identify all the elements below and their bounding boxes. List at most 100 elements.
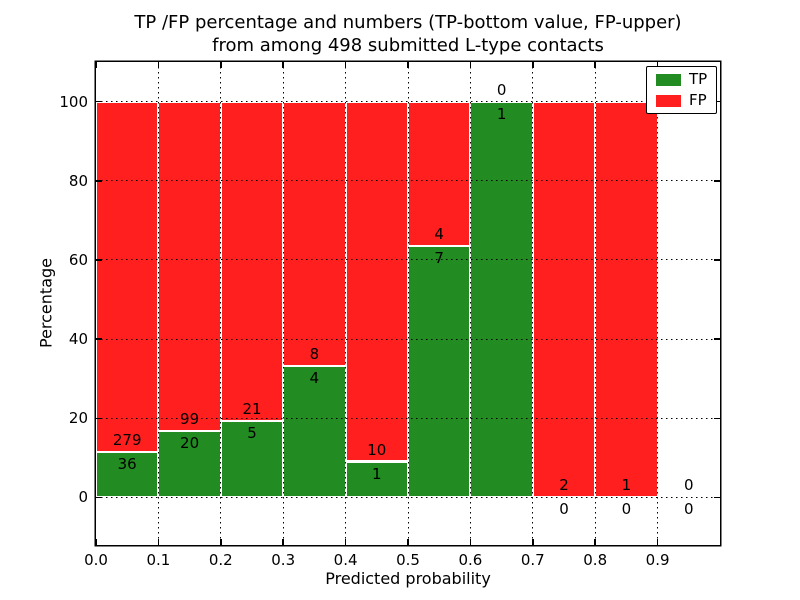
x-tick-top (344, 62, 347, 68)
x-tick-bottom (95, 539, 97, 545)
tp-count-label: 1 (372, 464, 382, 483)
fp-bar-segment (532, 101, 596, 498)
gridline-horizontal (96, 101, 720, 103)
x-tick-label: 0.2 (208, 551, 233, 569)
x-tick-label: 0.9 (645, 551, 670, 569)
y-tick-label: 0 (78, 488, 88, 507)
x-tick-top (282, 62, 284, 68)
y-tick-label: 60 (68, 250, 88, 269)
fp-count-label: 10 (367, 440, 387, 459)
gridline-vertical (532, 62, 534, 545)
x-tick-label: 0.7 (520, 551, 545, 569)
y-tick-right (714, 180, 720, 182)
tp-count-label: 20 (180, 433, 200, 452)
tp-color-swatch (656, 73, 681, 86)
tp-count-label: 36 (117, 455, 137, 474)
y-tick-right (714, 417, 720, 420)
gridline-vertical (345, 62, 347, 545)
chart-title-line1: TP /FP percentage and numbers (TP-bottom… (134, 12, 682, 33)
y-tick-label: 80 (68, 171, 88, 190)
x-tick-bottom (344, 539, 347, 545)
fp-bar-segment (96, 101, 159, 453)
x-tick-bottom (532, 539, 534, 545)
x-tick-bottom (407, 539, 409, 545)
tp-count-label: 5 (247, 424, 257, 443)
tp-bar-segment (470, 101, 533, 498)
legend-label-tp: TP (689, 70, 708, 88)
fp-bar-segment (408, 101, 471, 246)
y-tick-right (714, 496, 720, 499)
x-tick-bottom (594, 539, 596, 545)
fp-bar-segment (283, 101, 346, 366)
x-tick-bottom (220, 539, 222, 545)
y-tick-left (96, 180, 102, 182)
gridline-horizontal (96, 496, 720, 498)
fp-count-label: 0 (496, 80, 507, 99)
fp-count-label: 99 (180, 409, 200, 428)
x-tick-label: 0.6 (458, 551, 483, 569)
fp-count-label: 4 (434, 224, 444, 243)
tp-count-label: 0 (559, 500, 569, 519)
tp-bar-segment (220, 421, 284, 498)
tp-bar-segment (408, 245, 471, 498)
legend-entry-fp: FP (656, 93, 707, 108)
y-tick-right (714, 259, 720, 261)
x-tick-top (157, 62, 160, 68)
tp-count-label: 1 (496, 104, 507, 123)
fp-bar-segment (345, 101, 408, 462)
y-tick-label: 100 (59, 92, 88, 111)
x-tick-label: 0.8 (583, 551, 608, 569)
gridline-horizontal (96, 417, 720, 419)
gridline-horizontal (96, 259, 720, 261)
x-tick-top (95, 62, 97, 68)
x-tick-bottom (157, 539, 160, 545)
fp-count-label: 8 (309, 344, 320, 363)
x-tick-top (407, 62, 409, 68)
tp-count-label: 4 (309, 368, 320, 387)
y-tick-label: 20 (68, 409, 88, 428)
x-tick-top (532, 62, 534, 68)
y-tick-left (96, 417, 102, 420)
x-tick-label: 0.1 (146, 551, 171, 569)
gridline-horizontal (96, 338, 720, 340)
gridline-horizontal (96, 180, 720, 182)
x-axis-label: Predicted probability (325, 569, 491, 588)
x-tick-label: 0.4 (333, 551, 358, 569)
tp-count-label: 0 (684, 500, 694, 519)
chart-title: TP /FP percentage and numbers (TP-bottom… (96, 11, 720, 57)
tp-bar-segment (158, 430, 221, 498)
fp-count-label: 1 (621, 476, 632, 495)
gridline-vertical (657, 62, 659, 545)
y-tick-label: 40 (68, 330, 88, 349)
x-tick-bottom (656, 539, 659, 545)
x-tick-label: 0.5 (396, 551, 420, 569)
gridline-vertical (282, 62, 284, 545)
fp-count-label: 279 (112, 431, 142, 450)
x-tick-bottom (282, 539, 284, 545)
gridline-vertical (469, 62, 471, 545)
fp-count-label: 21 (242, 400, 262, 419)
plot-area: 279 36 99 20 21 5 8 4 10 1 4 7 0 1 2 0 1 0 0 0 (95, 62, 720, 545)
fp-bar-segment (595, 101, 658, 498)
tp-bar-segment (96, 452, 159, 498)
y-tick-left (96, 338, 102, 340)
y-tick-left (96, 100, 102, 103)
x-tick-top (594, 62, 596, 68)
y-tick-left (96, 259, 102, 261)
y-tick-left (96, 496, 102, 499)
x-tick-label: 0.3 (271, 551, 296, 569)
legend: TP FP (646, 66, 718, 114)
gridline-vertical (157, 62, 159, 545)
gridline-vertical (594, 62, 596, 545)
tp-count-label: 7 (434, 248, 444, 267)
tp-bar-segment (283, 365, 346, 498)
gridline-vertical (220, 62, 222, 545)
fp-bar-segment (158, 101, 221, 431)
legend-label-fp: FP (689, 91, 707, 109)
x-tick-top (656, 62, 659, 68)
fp-bar-segment (220, 101, 284, 422)
x-tick-top (220, 62, 222, 68)
x-tick-top (469, 62, 472, 68)
fp-count-label: 0 (684, 476, 694, 495)
